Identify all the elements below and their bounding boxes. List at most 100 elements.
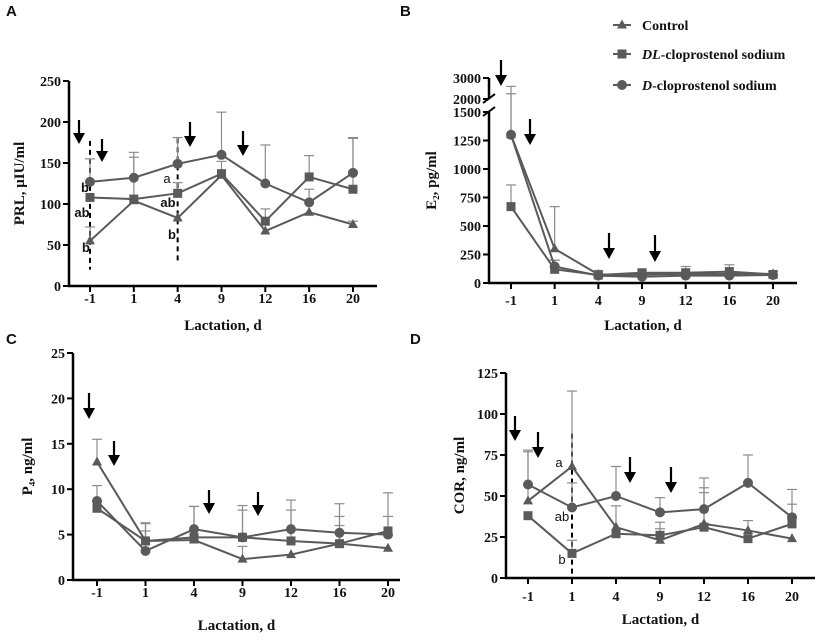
data-point-circle	[189, 524, 199, 535]
legend-label-text: -cloprostenol sodium	[661, 48, 786, 63]
y-tick-label: 100	[477, 408, 498, 423]
data-point-square	[92, 503, 102, 513]
data-point-circle	[286, 524, 296, 535]
data-point-circle	[260, 178, 271, 189]
y-axis-label: P₄, ng/ml	[20, 438, 36, 496]
data-point-square	[611, 529, 621, 539]
x-tick-label: 16	[302, 292, 316, 307]
x-axis-label: Lactation, d	[184, 318, 262, 334]
y-tick-label: 0	[491, 572, 498, 587]
significance-label: a	[163, 171, 171, 186]
y-tick-label: 10	[51, 483, 65, 498]
arrow-head-icon	[524, 134, 536, 145]
data-point-circle	[304, 197, 315, 208]
x-axis-label: Lactation, d	[198, 618, 276, 634]
y-tick-label: 5	[58, 529, 65, 544]
arrow-head-icon	[237, 145, 249, 156]
data-point-square	[787, 519, 797, 529]
data-point-circle	[768, 270, 779, 281]
data-point-triangle	[611, 521, 621, 531]
x-axis-label: Lactation, d	[604, 318, 682, 334]
data-point-circle	[140, 545, 151, 556]
data-point-circle	[743, 477, 753, 488]
significance-label: b	[82, 240, 90, 255]
data-point-circle	[680, 270, 691, 281]
y-tick-label: 125	[477, 367, 498, 382]
y-tick-label: 750	[460, 192, 481, 207]
y-tick-label: 25	[51, 347, 65, 362]
data-point-triangle	[92, 456, 102, 466]
data-point-circle	[549, 261, 560, 272]
data-point-square	[699, 522, 709, 532]
data-point-square	[85, 192, 95, 202]
x-tick-label: 12	[697, 590, 711, 605]
data-point-triangle	[549, 243, 560, 253]
data-point-circle	[567, 502, 577, 513]
data-point-circle	[637, 271, 648, 282]
x-tick-label: 16	[333, 586, 347, 601]
data-point-circle	[611, 491, 621, 501]
panel-a: A 0 50 100 150 200 250 -1 1 4 9 12 16 20 Lactation, d P…	[6, 3, 377, 334]
y-tick-label: 0	[58, 574, 65, 589]
data-point-square	[743, 534, 753, 544]
data-point-square	[286, 536, 296, 546]
data-point-triangle	[172, 212, 183, 222]
data-point-square	[189, 532, 199, 542]
x-tick-label: 16	[722, 294, 736, 309]
data-point-triangle	[787, 533, 797, 543]
data-point-square	[260, 216, 270, 226]
y-tick-label: 0	[54, 280, 61, 295]
y-axis-label: PRL, μIU/ml	[12, 142, 28, 226]
legend-label: D-cloprostenol sodium	[641, 79, 777, 94]
y-tick-label: 500	[460, 220, 481, 235]
data-point-circle	[699, 504, 709, 515]
panel-c: C 0 5 10 15 20 25 -1 1 4 9 12 16 20 Lactation, d P₄, ng…	[6, 331, 400, 634]
legend-label: Control	[642, 19, 689, 34]
x-tick-label: 9	[218, 292, 225, 307]
x-tick-label: 1	[569, 590, 576, 605]
data-point-triangle	[260, 225, 271, 235]
series-line-triangle	[89, 173, 354, 242]
y-tick-label: 200	[40, 116, 61, 131]
arrow-head-icon	[665, 482, 677, 493]
x-tick-label: 20	[381, 586, 395, 601]
panel-letter: C	[6, 331, 17, 348]
data-point-square	[506, 202, 516, 212]
significance-label: b	[168, 227, 176, 242]
data-point-circle	[724, 270, 735, 281]
arrow-head-icon	[252, 505, 264, 516]
data-point-circle	[506, 129, 516, 140]
data-point-triangle	[743, 524, 753, 534]
data-point-circle	[92, 496, 102, 507]
legend-label: DL-cloprostenol sodium	[641, 48, 786, 63]
panel-d: D 0 25 50 75 100 125 -1 1 4 9 12 16 20 Lactation, d COR…	[410, 331, 815, 628]
y-tick-label: 50	[47, 239, 61, 254]
legend-label-text: -cloprostenol sodium	[652, 79, 777, 94]
data-point-triangle	[347, 219, 358, 228]
arrow-head-icon	[624, 472, 636, 483]
data-point-circle	[237, 532, 248, 543]
y-tick-label: 2000	[453, 93, 481, 108]
x-axis-label: Lactation, d	[622, 612, 700, 628]
data-point-triangle	[523, 495, 533, 505]
arrow-head-icon	[603, 248, 615, 259]
data-point-circle	[655, 507, 665, 518]
arrow-head-icon	[96, 151, 108, 162]
data-point-triangle	[85, 235, 95, 245]
data-point-square	[335, 539, 344, 549]
x-tick-label: 4	[613, 590, 620, 605]
x-tick-label: 20	[785, 590, 799, 605]
data-point-circle	[172, 158, 183, 169]
data-point-triangle	[304, 206, 315, 216]
data-point-square	[129, 194, 139, 204]
series-line-circle	[510, 134, 774, 278]
panel-letter: A	[6, 3, 17, 20]
data-point-triangle	[286, 549, 296, 559]
y-axis-label: E₂, pg/ml	[424, 151, 440, 210]
x-tick-label: 4	[595, 294, 602, 309]
y-tick-label: 1250	[453, 135, 481, 150]
data-point-square	[655, 530, 665, 540]
data-point-square	[216, 169, 226, 179]
arrow-head-icon	[532, 447, 544, 458]
y-tick-label: 75	[484, 449, 498, 464]
